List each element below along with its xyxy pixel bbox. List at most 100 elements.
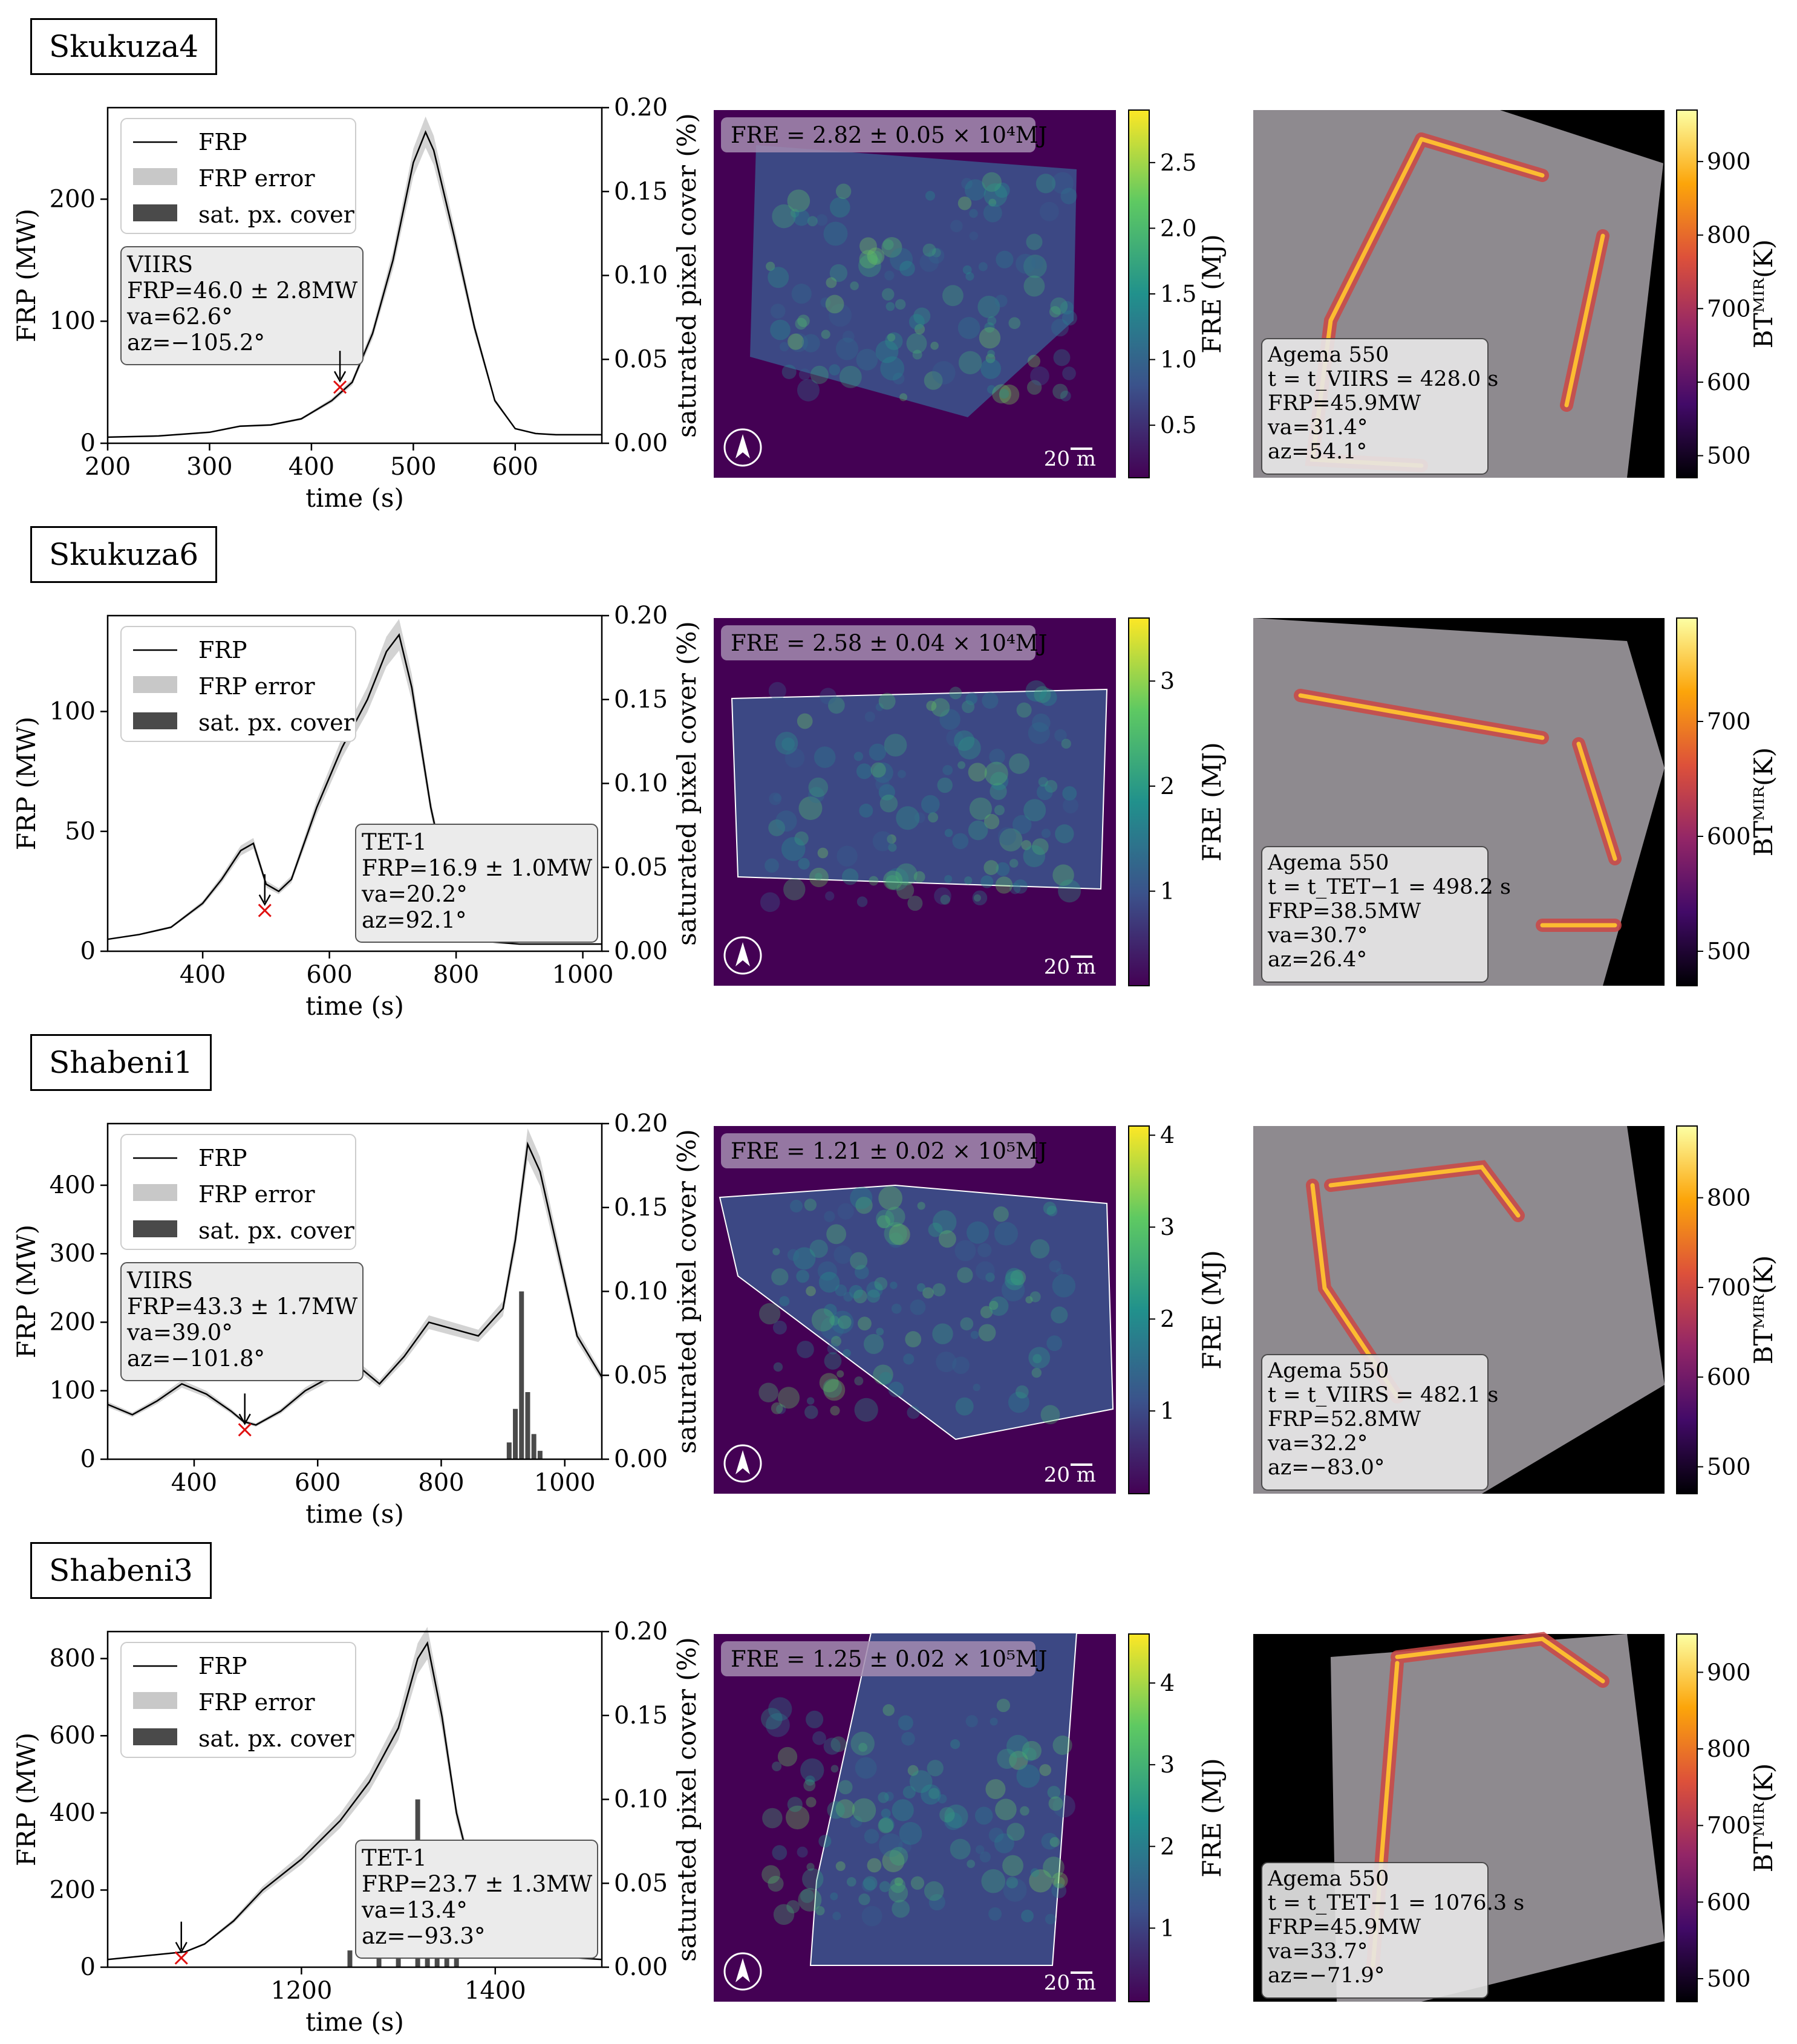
north-arrow-icon <box>723 936 762 975</box>
fre-hotspot <box>855 1196 873 1214</box>
fre-hotspot <box>888 1232 904 1248</box>
y2-tick-label: 0.00 <box>614 1445 668 1473</box>
site-label: Shabeni3 <box>30 1542 212 1599</box>
fre-hotspot <box>772 1845 788 1860</box>
fre-hotspot <box>996 1698 1011 1713</box>
fre-hotspot <box>994 182 1010 198</box>
fre-hotspot <box>1016 702 1032 718</box>
fre-hotspot <box>810 365 829 385</box>
y-tick-label: 400 <box>50 1171 96 1199</box>
fre-hotspot <box>880 356 905 381</box>
panel-row-skukuza6: Skukuza6 400 600 800 1000 0 50 100 0.00 0.05 0.10 0… <box>0 526 1797 1028</box>
fre-hotspot <box>967 1221 990 1244</box>
fre-hotspot <box>892 1799 914 1821</box>
fre-hotspot <box>804 1775 815 1786</box>
fre-hotspot <box>1013 879 1028 894</box>
ir-info-line: Agema 550 <box>1267 1359 1389 1383</box>
annotation-line: TET-1 <box>362 829 427 855</box>
fre-hotspot <box>930 341 939 350</box>
y-tick-label: 50 <box>65 818 96 845</box>
fre-hotspot <box>896 806 920 830</box>
fre-hotspot <box>938 1794 947 1804</box>
fre-hotspot <box>878 1186 902 1211</box>
fre-hotspot <box>787 189 810 212</box>
fre-hotspot <box>1002 1855 1023 1876</box>
annotation-line: az=−105.2° <box>127 330 265 356</box>
bt-cbar-tick-label: 900 <box>1707 148 1751 175</box>
fre-hotspot <box>838 1315 852 1329</box>
fre-hotspot <box>881 288 895 301</box>
fre-hotspot <box>1051 1306 1068 1324</box>
legend-box <box>120 1134 356 1250</box>
fre-hotspot <box>1029 1869 1052 1893</box>
bt-cbar-tick-label: 600 <box>1707 1889 1751 1915</box>
fre-hotspot <box>1009 859 1019 868</box>
fre-hotspot <box>999 384 1020 405</box>
fre-hotspot <box>879 1881 891 1892</box>
fre-hotspot <box>909 1770 933 1793</box>
fre-hotspot <box>872 762 893 783</box>
fre-hotspot <box>869 876 879 886</box>
fre-hotspot <box>760 1708 783 1730</box>
y-axis-label: FRP (MW) <box>11 1733 41 1866</box>
fre-hotspot <box>881 1808 891 1818</box>
fre-hotspot <box>990 772 1009 790</box>
fre-hotspot <box>979 327 1001 349</box>
fre-hotspot <box>928 1222 943 1237</box>
y-tick-label: 200 <box>50 185 96 213</box>
fre-hotspot <box>962 265 972 275</box>
fre-hotspot <box>924 1881 944 1901</box>
fre-hotspot <box>885 868 909 891</box>
fre-hotspot <box>1040 1405 1060 1425</box>
annotation-arrowhead <box>175 1942 188 1954</box>
fre-hotspot <box>1004 1271 1025 1291</box>
bt-cbar-tick-label: 700 <box>1707 295 1751 322</box>
fre-map: FRE = 2.82 ± 0.05 × 10⁴MJ 20 m 0.5 1.0 1.5 2.… <box>714 109 1227 478</box>
y-tick-label: 200 <box>50 1308 96 1336</box>
fre-hotspot <box>804 1199 817 1211</box>
fre-hotspot <box>770 304 786 319</box>
fre-hotspot <box>781 364 797 379</box>
fre-hotspot <box>804 1405 818 1419</box>
annotation-line: FRP=16.9 ± 1.0MW <box>362 855 592 881</box>
fre-hotspot <box>957 196 972 210</box>
fre-hotspot <box>856 896 868 907</box>
cbar-tick-label: 4 <box>1160 1122 1175 1148</box>
ir-info-line: az=−71.9° <box>1268 1964 1384 1988</box>
fre-hotspot <box>1016 1764 1040 1788</box>
burn-plot-area <box>719 1184 1114 1440</box>
fre-hotspot <box>801 334 820 353</box>
frp-line <box>107 1141 603 1426</box>
cbar-tick-label: 1 <box>1160 1398 1175 1424</box>
fre-hotspot <box>835 337 859 360</box>
fre-hotspot <box>826 277 837 288</box>
fre-hotspot <box>823 1379 846 1401</box>
cbar-tick-label: 1 <box>1160 1915 1175 1941</box>
fre-hotspot <box>797 1846 808 1858</box>
fre-hotspot <box>1025 680 1047 702</box>
ir-info-line: Agema 550 <box>1267 343 1389 367</box>
fre-hotspot <box>809 867 829 888</box>
fre-hotspot <box>1023 845 1046 868</box>
fre-hotspot <box>859 250 878 269</box>
fre-hotspot <box>965 693 977 705</box>
fre-hotspot <box>974 1806 993 1825</box>
fre-hotspot <box>811 1308 835 1332</box>
fre-hotspot <box>1026 380 1042 395</box>
north-arrow-icon <box>723 1952 762 1991</box>
fre-hotspot <box>962 700 975 714</box>
fre-hotspot <box>772 204 796 229</box>
fre-hotspot <box>1039 688 1057 706</box>
fre-hotspot <box>823 1378 843 1398</box>
fre-hotspot <box>931 361 956 385</box>
fre-hotspot <box>850 1186 873 1209</box>
bt-cbar-tick-label: 600 <box>1707 823 1751 850</box>
sat-px-bar <box>519 1291 524 1459</box>
fre-hotspot <box>889 1223 910 1245</box>
ir-info-line: az=26.4° <box>1268 948 1367 972</box>
y2-tick-label: 0.15 <box>614 178 668 206</box>
fre-hotspot <box>884 270 895 281</box>
fre-hotspot <box>1026 233 1043 250</box>
cbar-tick-label: 1.5 <box>1160 281 1196 307</box>
